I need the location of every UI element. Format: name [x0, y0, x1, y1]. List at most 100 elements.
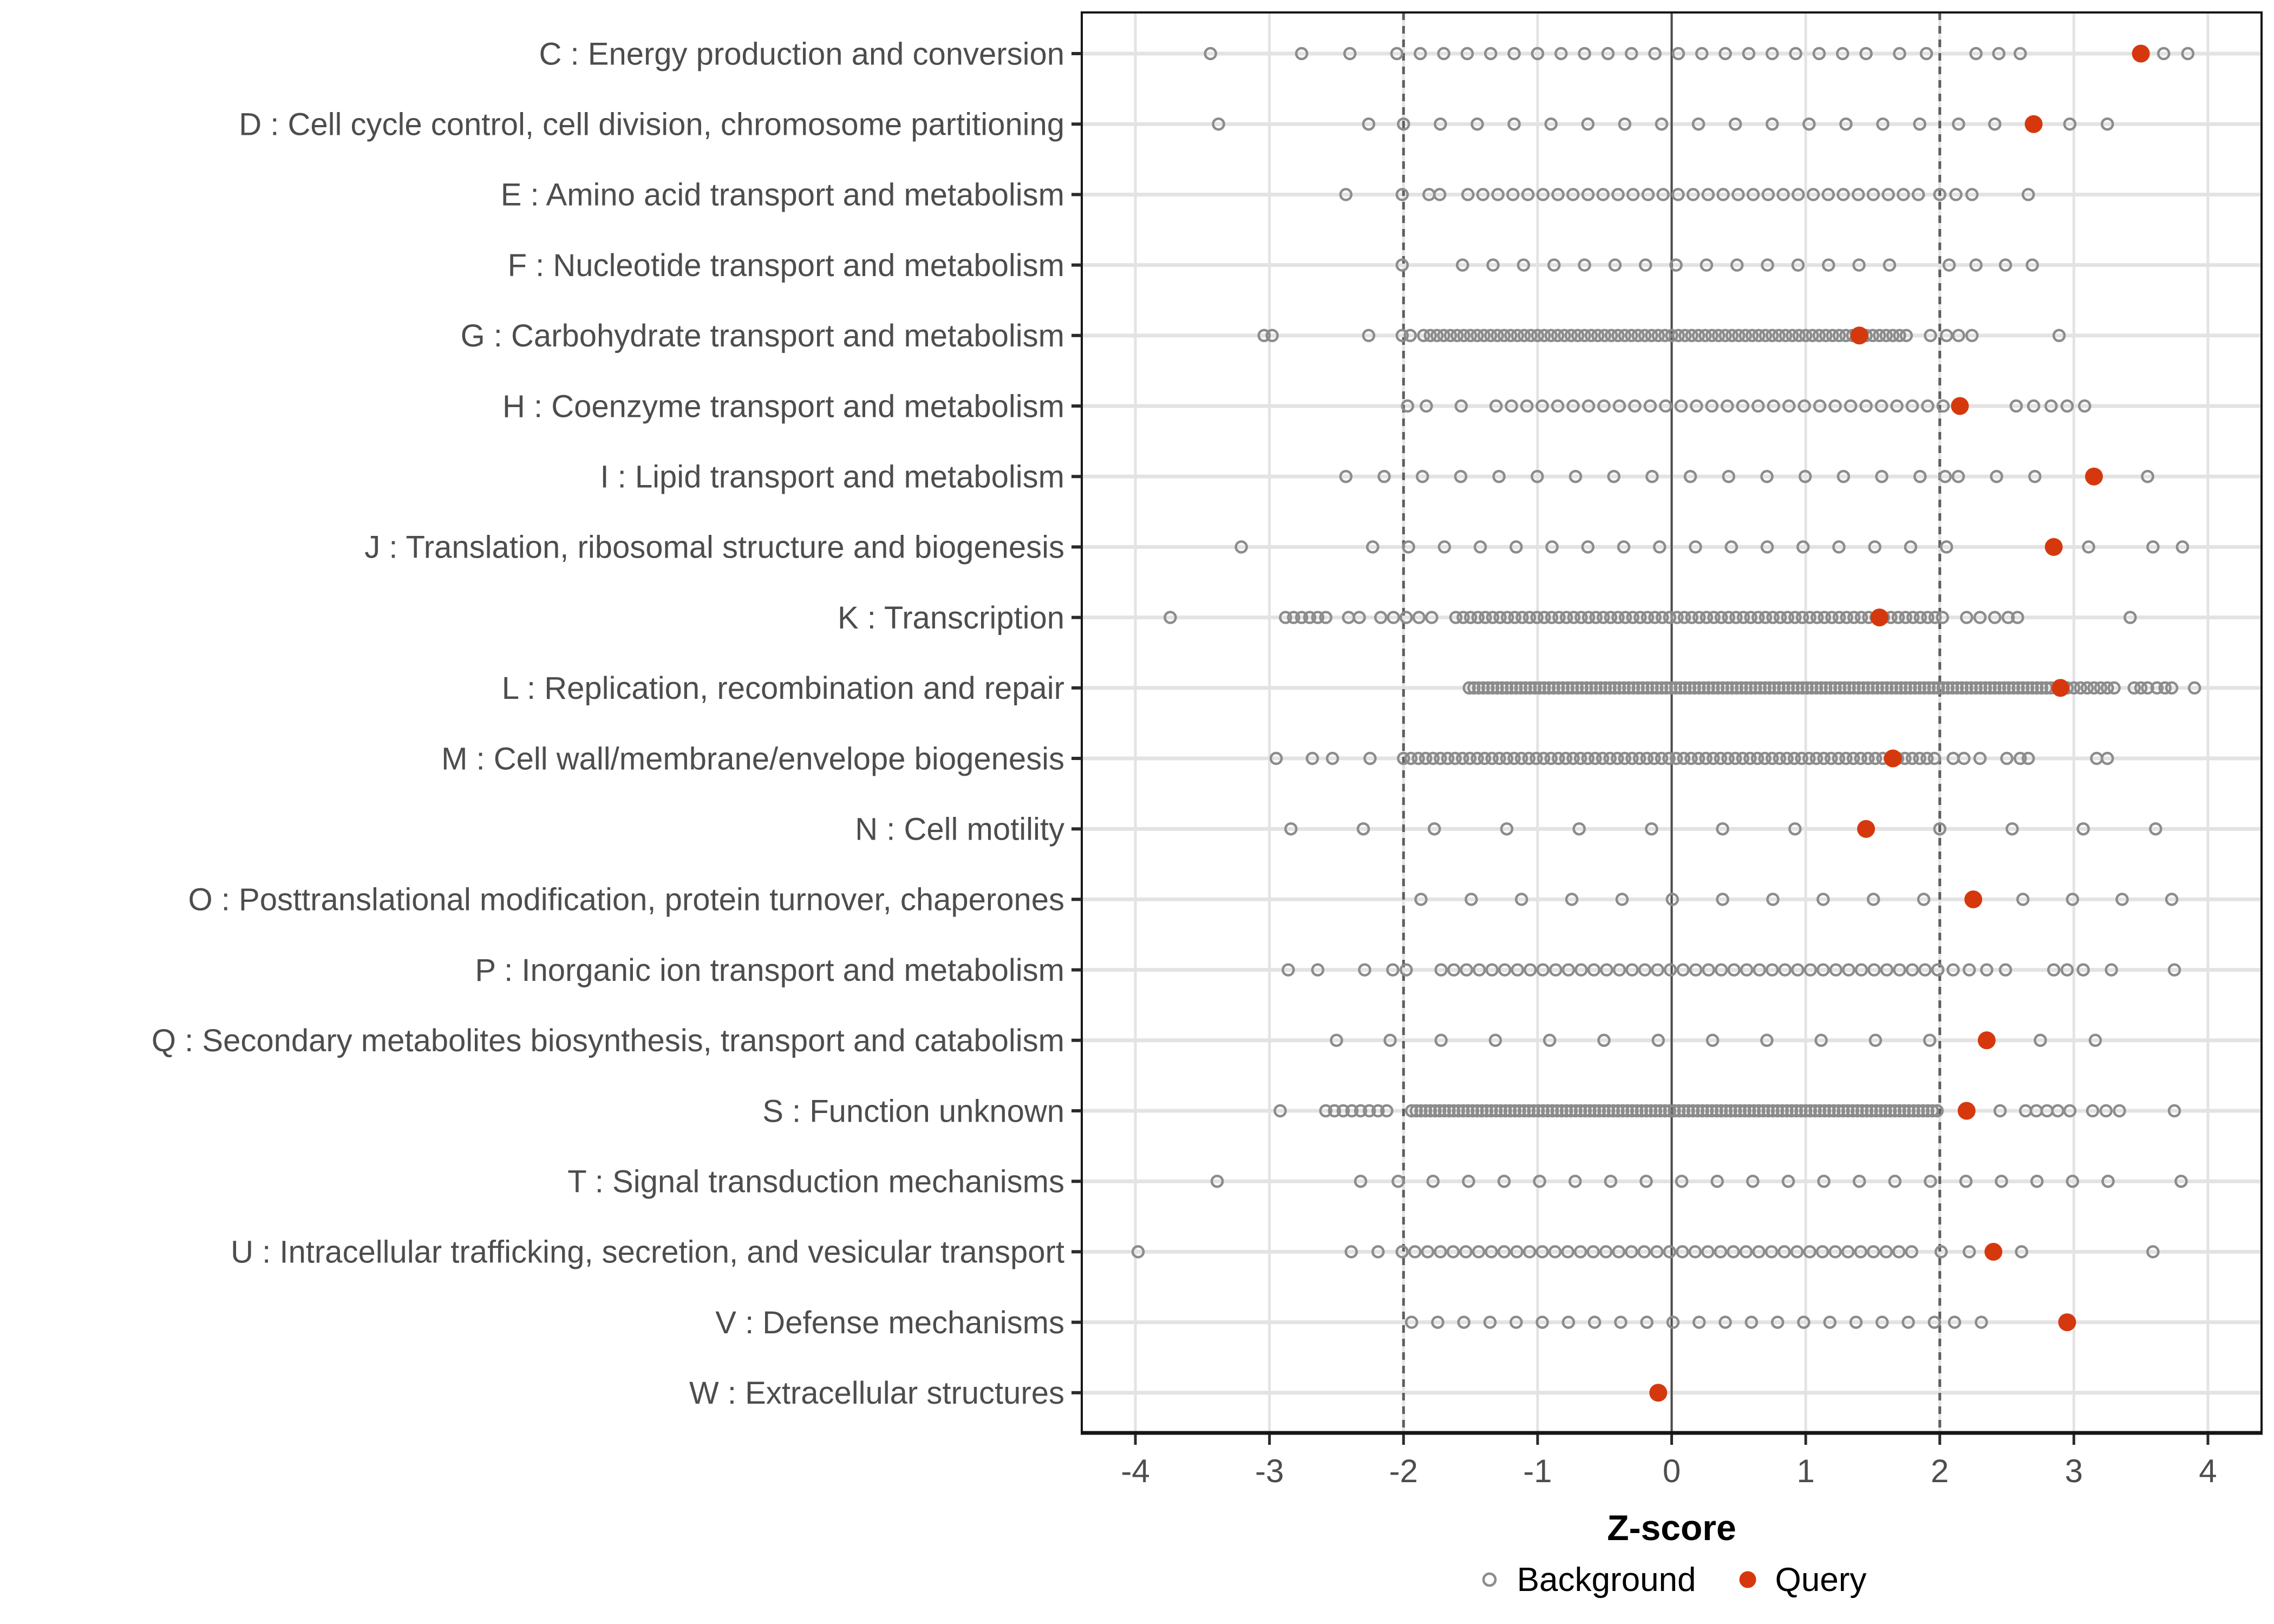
background-point [1610, 751, 1624, 765]
background-point [1420, 399, 1433, 413]
background-point [1778, 1245, 1791, 1259]
background-point [1763, 681, 1776, 695]
background-point [1678, 329, 1692, 343]
background-point [1740, 963, 1754, 977]
background-point [1805, 681, 1819, 695]
background-point [1824, 681, 1838, 695]
background-point [1578, 47, 1591, 61]
background-point [1707, 751, 1720, 765]
background-point [1765, 329, 1779, 343]
background-point [1669, 258, 1683, 272]
background-point [1761, 188, 1775, 201]
background-point [1659, 399, 1672, 413]
background-point [1797, 1315, 1811, 1329]
background-point [1536, 963, 1550, 977]
legend-item-label: Background [1517, 1561, 1696, 1599]
background-point [1486, 611, 1500, 624]
background-point [1905, 751, 1919, 765]
y-axis-label: I : Lipid transport and metabolism [600, 460, 1064, 495]
background-point [1838, 681, 1852, 695]
background-point [1988, 117, 2002, 131]
background-point [1559, 1104, 1573, 1118]
background-point [1399, 611, 1413, 624]
background-point [1386, 963, 1400, 977]
background-point [1765, 1245, 1779, 1259]
background-point [1911, 1104, 1925, 1118]
background-point [1806, 329, 1819, 343]
background-point [1829, 963, 1843, 977]
background-point [1988, 611, 2002, 624]
background-point [1883, 1104, 1897, 1118]
background-point [1311, 611, 1325, 624]
background-point [1866, 893, 1880, 906]
background-point [1461, 1104, 1475, 1118]
background-point [1721, 399, 1734, 413]
background-point [1390, 47, 1404, 61]
background-point [1641, 681, 1655, 695]
background-point [1816, 893, 1830, 906]
background-point [2082, 540, 2095, 554]
x-tick-label: 4 [2199, 1453, 2217, 1489]
background-point [1638, 329, 1652, 343]
background-point [1854, 611, 1868, 624]
background-point [1753, 963, 1766, 977]
background-point [1524, 681, 1537, 695]
background-point [1645, 822, 1658, 836]
filled-circle-icon [1739, 1571, 1756, 1588]
background-point [2086, 1104, 2100, 1118]
background-point [1485, 963, 1499, 977]
background-point [1377, 469, 1391, 483]
background-point [1780, 1104, 1794, 1118]
background-point [1430, 329, 1444, 343]
background-point [1932, 681, 1945, 695]
background-point [1580, 681, 1593, 695]
background-point [1921, 1104, 1935, 1118]
background-point [1397, 751, 1410, 765]
background-point [1571, 329, 1585, 343]
legend: Background Query [1082, 1547, 2262, 1612]
background-point [1500, 611, 1514, 624]
background-point [1564, 329, 1578, 343]
query-point [1984, 1242, 2003, 1261]
background-point [1408, 1245, 1422, 1259]
background-point [1828, 399, 1842, 413]
background-point [1832, 611, 1846, 624]
background-point [1273, 1104, 1287, 1118]
background-point [2034, 1033, 2047, 1047]
background-point [1459, 1245, 1473, 1259]
background-point [1776, 188, 1790, 201]
background-point [1705, 329, 1719, 343]
background-point [2134, 681, 2148, 695]
x-tick-label: -3 [1255, 1453, 1284, 1489]
background-point [1651, 1033, 1665, 1047]
background-point [1739, 681, 1753, 695]
background-point [1654, 1104, 1667, 1118]
background-point [1921, 611, 1935, 624]
background-point [1678, 681, 1692, 695]
background-point [1587, 1104, 1602, 1118]
background-point [1686, 1104, 1700, 1118]
background-point [1544, 751, 1558, 765]
background-point [1664, 681, 1678, 695]
query-point [1850, 326, 1868, 345]
background-point [1802, 117, 1816, 131]
background-point [1612, 681, 1626, 695]
x-tick-label: -4 [1121, 1453, 1149, 1489]
background-point [2105, 963, 2118, 977]
background-point [2011, 611, 2024, 624]
background-point [1434, 117, 1447, 131]
background-point [1880, 963, 1894, 977]
background-point [1752, 329, 1766, 343]
background-point [1573, 1104, 1587, 1118]
background-point [1822, 1104, 1836, 1118]
background-point [1648, 47, 1662, 61]
background-point [1383, 1033, 1397, 1047]
background-point [1493, 751, 1506, 765]
background-point [1942, 258, 1956, 272]
background-point [1517, 329, 1531, 343]
background-point [1582, 611, 1596, 624]
background-point [1558, 329, 1571, 343]
background-point [1752, 1245, 1766, 1259]
background-point [1939, 540, 1953, 554]
background-point [1631, 681, 1645, 695]
